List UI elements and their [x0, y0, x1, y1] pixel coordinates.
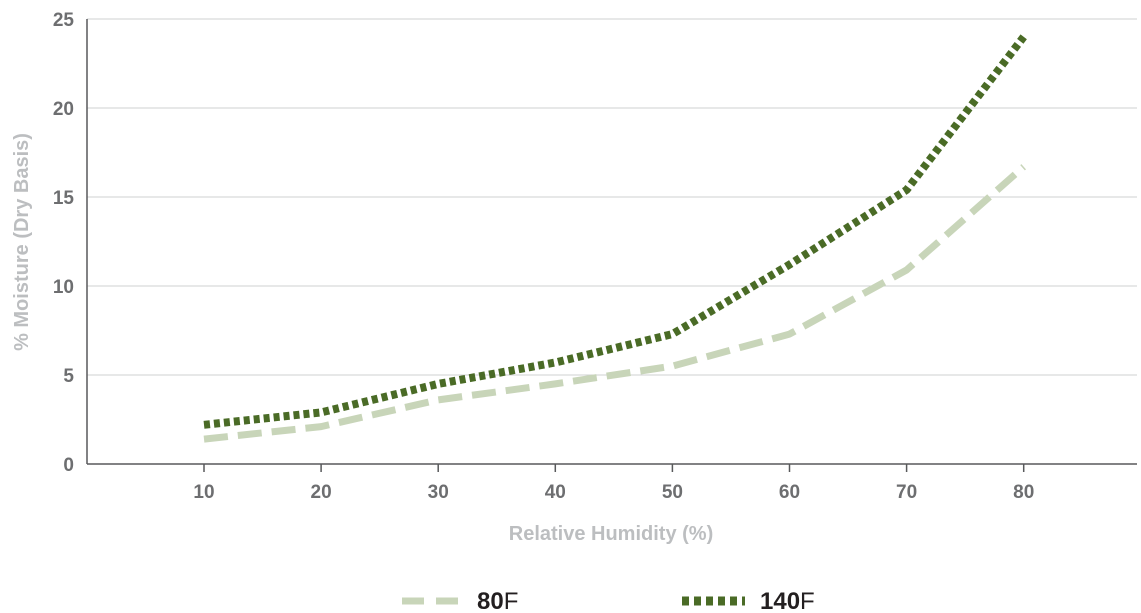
x-tick-label: 40: [545, 482, 566, 503]
grid-lines: [87, 18, 1137, 376]
x-tick-label: 20: [311, 482, 332, 503]
axes: [86, 19, 1137, 472]
x-tick-label: 10: [193, 482, 214, 503]
y-tick-label: 5: [63, 366, 74, 387]
y-axis-title: % Moisture (Dry Basis): [11, 133, 33, 351]
legend: 80F 140F: [402, 588, 815, 613]
y-tick-labels: 0 5 10 15 20 25: [53, 10, 75, 476]
x-tick-label: 30: [428, 482, 449, 503]
y-tick-label: 25: [53, 10, 75, 31]
y-tick-label: 15: [53, 188, 75, 209]
x-tick-label: 80: [1013, 482, 1034, 503]
series-lines: [203, 34, 1027, 443]
series-line-140f: [203, 34, 1027, 429]
legend-label-80f: 80F: [477, 588, 518, 613]
y-tick-label: 10: [53, 277, 74, 298]
x-axis-title: Relative Humidity (%): [509, 523, 713, 545]
x-tick-labels: 10 20 30 40 50 60 70 80: [193, 482, 1034, 503]
x-tick-label: 70: [896, 482, 917, 503]
x-tick-label: 60: [779, 482, 800, 503]
legend-label-140f: 140F: [760, 588, 815, 613]
x-tick-label: 50: [662, 482, 683, 503]
y-tick-label: 20: [53, 99, 74, 120]
y-tick-label: 0: [63, 455, 74, 476]
series-line-80f: [203, 164, 1027, 443]
